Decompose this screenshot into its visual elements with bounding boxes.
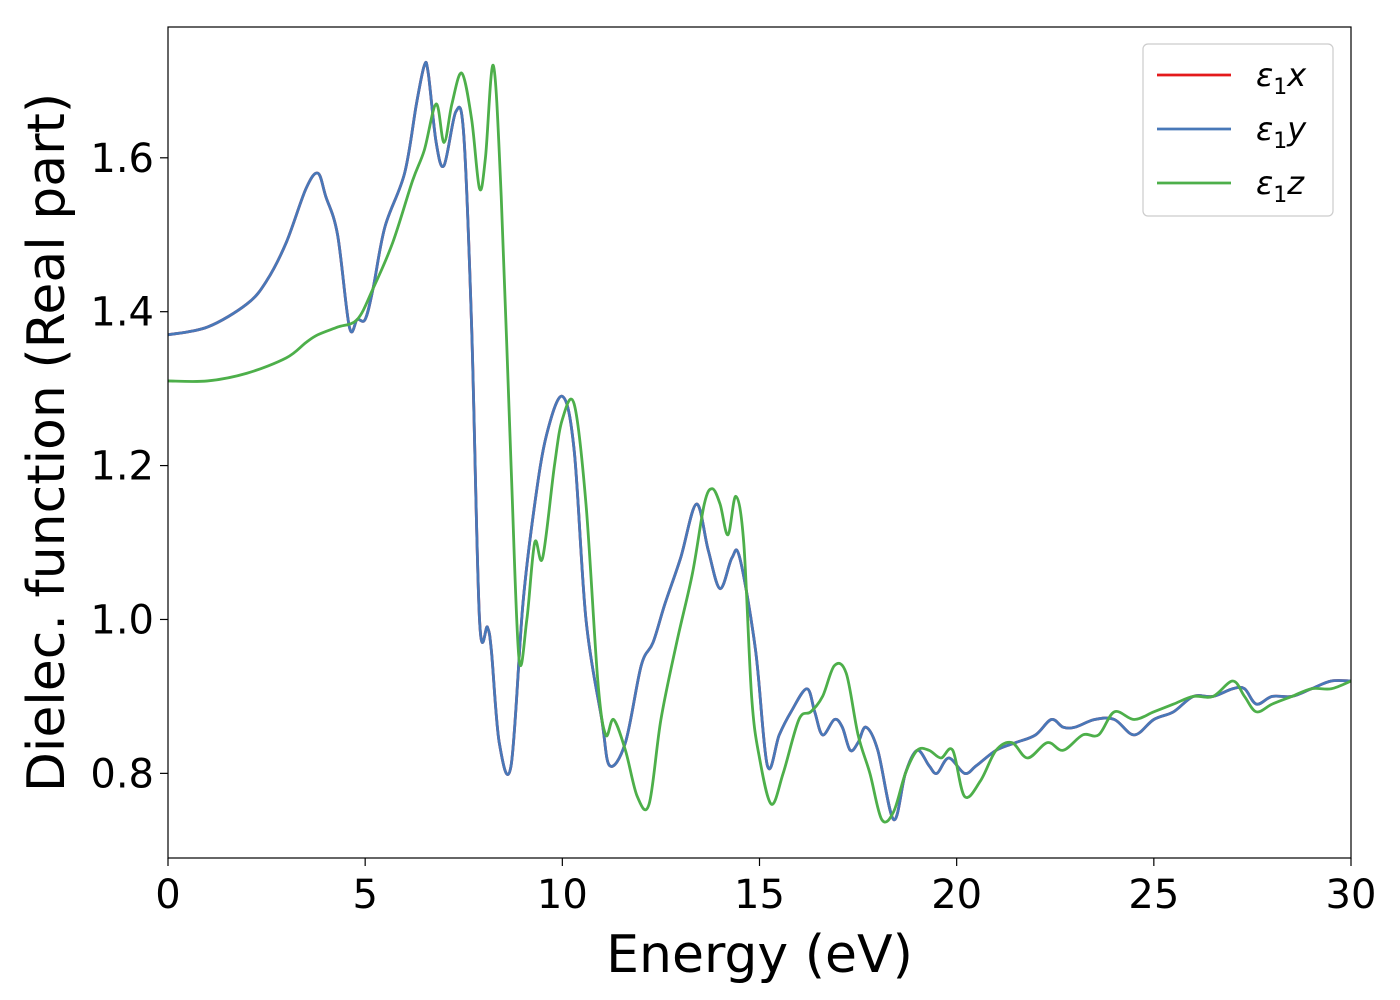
legend-label-x: ε1x: [1256, 56, 1307, 100]
legend-label-z: ε1z: [1256, 164, 1305, 208]
series-line-y: [168, 60, 1351, 821]
legend-box: [1142, 43, 1334, 217]
x-tick-label: 30: [1326, 872, 1377, 918]
y-tick-label: 1.2: [90, 444, 154, 490]
ticks-layer: 0 5 10 15 20 25 30 0.8 1.0 1.2 1.4 1.6: [90, 136, 1376, 918]
x-axis-label: Energy (eV): [606, 925, 913, 985]
x-tick-label: 10: [537, 872, 588, 918]
x-tick-label: 5: [352, 872, 377, 918]
legend: ε1x ε1y ε1z: [1142, 43, 1334, 217]
legend-label-y: ε1y: [1256, 110, 1307, 154]
y-tick-label: 1.4: [90, 290, 154, 336]
series-layer: [168, 60, 1351, 824]
x-tick-label: 0: [155, 872, 180, 918]
y-tick-label: 0.8: [90, 751, 154, 797]
y-tick-label: 1.0: [90, 597, 154, 643]
y-tick-label: 1.6: [90, 136, 154, 182]
x-tick-label: 20: [931, 872, 982, 918]
x-tick-label: 25: [1128, 872, 1179, 918]
series-line-z: [168, 64, 1351, 824]
x-tick-label: 15: [734, 872, 785, 918]
y-axis-label: Dielec. function (Real part): [17, 93, 77, 792]
